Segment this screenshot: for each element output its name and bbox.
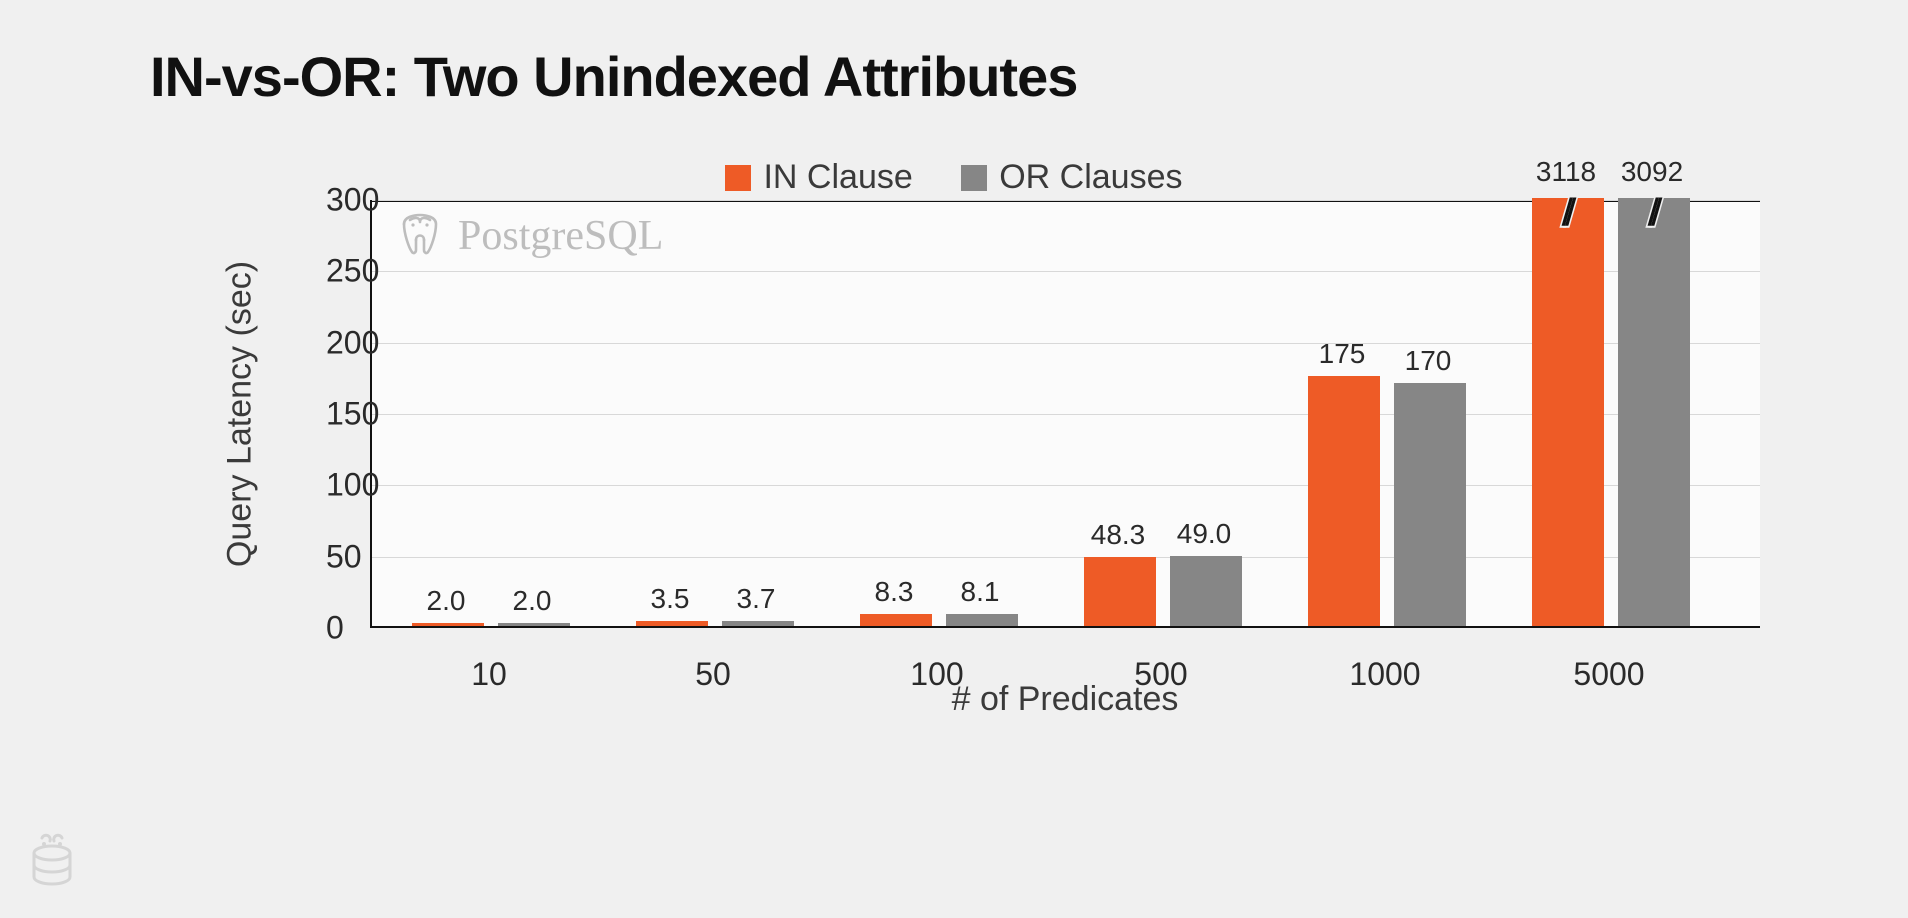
- bar: [946, 614, 1018, 626]
- bar-value-label: 170: [1405, 345, 1452, 377]
- legend-label-in: IN Clause: [763, 158, 912, 197]
- axis-break-mark: //: [1563, 192, 1570, 235]
- bar: [1084, 557, 1156, 626]
- legend-item-or: OR Clauses: [961, 158, 1182, 197]
- bar: [1308, 376, 1380, 626]
- elephant-icon: [396, 212, 444, 260]
- legend-label-or: OR Clauses: [999, 158, 1182, 197]
- legend-item-in: IN Clause: [725, 158, 912, 197]
- chart-area: Query Latency (sec) PostgreSQL # of Pred…: [150, 200, 1770, 850]
- bar: [498, 623, 570, 626]
- x-tick-label: 10: [471, 656, 507, 693]
- bar-value-label: 48.3: [1091, 519, 1146, 551]
- bar-value-label: 3092: [1621, 156, 1683, 188]
- bar: [1170, 556, 1242, 626]
- x-axis-label: # of Predicates: [370, 680, 1760, 719]
- bar: [636, 621, 708, 626]
- x-tick-label: 500: [1134, 656, 1187, 693]
- bar-value-label: 3.7: [737, 583, 776, 615]
- x-tick-label: 50: [695, 656, 731, 693]
- bar-value-label: 8.1: [961, 576, 1000, 608]
- bar-value-label: 175: [1319, 338, 1366, 370]
- bar: [722, 621, 794, 626]
- postgresql-watermark-text: PostgreSQL: [458, 212, 663, 260]
- bar: [1394, 383, 1466, 626]
- x-tick-label: 100: [910, 656, 963, 693]
- legend-swatch-in: [725, 165, 751, 191]
- corner-logo-icon: [20, 833, 84, 902]
- bar: [1532, 198, 1604, 626]
- y-axis-label: Query Latency (sec): [221, 261, 260, 567]
- bar-value-label: 3118: [1536, 156, 1596, 188]
- x-tick-label: 5000: [1573, 656, 1644, 693]
- bar-value-label: 8.3: [875, 576, 914, 608]
- bar-value-label: 49.0: [1177, 518, 1232, 550]
- x-tick-label: 1000: [1349, 656, 1420, 693]
- bar-value-label: 2.0: [427, 585, 466, 617]
- bar: [412, 623, 484, 626]
- plot-area: PostgreSQL: [370, 200, 1760, 628]
- bar-value-label: 2.0: [513, 585, 552, 617]
- bar-value-label: 3.5: [651, 583, 690, 615]
- legend-swatch-or: [961, 165, 987, 191]
- chart-title: IN-vs-OR: Two Unindexed Attributes: [150, 44, 1077, 109]
- postgresql-watermark: PostgreSQL: [396, 212, 663, 260]
- bar: [860, 614, 932, 626]
- bar: [1618, 198, 1690, 626]
- axis-break-mark: //: [1649, 192, 1656, 235]
